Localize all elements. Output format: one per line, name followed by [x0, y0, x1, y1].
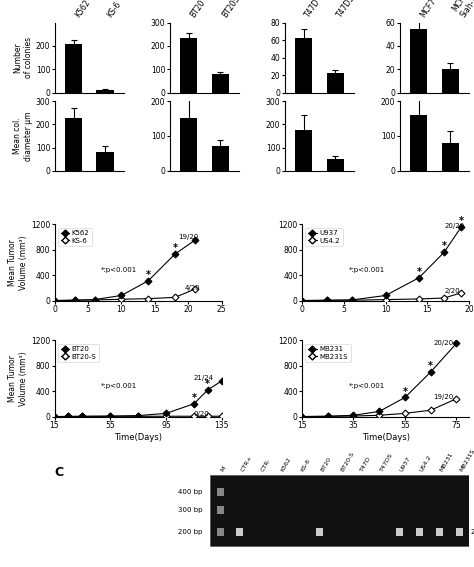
- Text: *: *: [417, 266, 421, 277]
- Text: K562: K562: [280, 456, 292, 472]
- Text: CTR-: CTR-: [260, 457, 272, 472]
- Y-axis label: Mean col.
diameter µm: Mean col. diameter µm: [13, 111, 33, 160]
- Text: T47D: T47D: [360, 455, 372, 472]
- Text: CTR+: CTR+: [240, 454, 253, 472]
- Text: *: *: [146, 270, 151, 280]
- Bar: [327, 159, 344, 171]
- Text: *:p<0.001: *:p<0.001: [101, 266, 137, 273]
- Text: 200 bp: 200 bp: [178, 530, 202, 535]
- Text: M: M: [220, 465, 227, 472]
- Bar: [180, 119, 197, 171]
- Bar: [97, 90, 114, 92]
- Text: 20/20: 20/20: [433, 340, 453, 346]
- Text: T47DS: T47DS: [380, 452, 394, 472]
- Bar: [442, 143, 459, 171]
- Bar: [65, 119, 82, 171]
- Text: MB231S: MB231S: [459, 448, 474, 472]
- Text: BT20-S: BT20-S: [340, 451, 355, 472]
- Text: *:p<0.001: *:p<0.001: [349, 383, 385, 388]
- Bar: [237, 528, 244, 536]
- Bar: [410, 28, 427, 92]
- Bar: [416, 528, 423, 536]
- Text: BT20: BT20: [189, 0, 207, 19]
- Text: T47D: T47D: [303, 0, 322, 19]
- Bar: [180, 38, 197, 92]
- Bar: [210, 476, 469, 546]
- Text: 19/20: 19/20: [178, 234, 199, 240]
- Bar: [295, 37, 312, 92]
- Bar: [295, 130, 312, 171]
- Text: 2/20: 2/20: [444, 288, 460, 294]
- Bar: [65, 44, 82, 92]
- Text: 21/24: 21/24: [194, 375, 214, 382]
- Bar: [217, 488, 224, 496]
- Text: US4.2: US4.2: [419, 454, 433, 472]
- Text: K562: K562: [73, 0, 92, 19]
- Bar: [211, 146, 229, 171]
- X-axis label: Time(Days): Time(Days): [114, 433, 162, 442]
- Text: *: *: [173, 243, 177, 253]
- Text: *: *: [442, 242, 447, 251]
- Bar: [97, 153, 114, 171]
- X-axis label: Time(Days): Time(Days): [362, 433, 410, 442]
- Legend: K562, KS-6: K562, KS-6: [58, 228, 92, 246]
- Text: *: *: [205, 379, 210, 389]
- Legend: MB231, MB231S: MB231, MB231S: [306, 344, 351, 362]
- Text: 19/20: 19/20: [433, 394, 454, 400]
- Text: U937: U937: [400, 455, 412, 472]
- Y-axis label: Number
of colonies: Number of colonies: [13, 37, 33, 78]
- Text: BT20S: BT20S: [220, 0, 241, 19]
- Y-axis label: Mean Tumor
Volume (mm³): Mean Tumor Volume (mm³): [8, 351, 28, 406]
- Bar: [327, 73, 344, 92]
- Text: KS-6: KS-6: [300, 458, 311, 472]
- Text: 254 bp: 254 bp: [471, 530, 474, 535]
- Text: MCF7: MCF7: [419, 0, 438, 19]
- Text: 400 bp: 400 bp: [178, 489, 202, 496]
- Legend: U937, US4.2: U937, US4.2: [306, 228, 343, 246]
- Text: MB231: MB231: [439, 451, 455, 472]
- Bar: [410, 115, 427, 171]
- Text: 0/20: 0/20: [194, 411, 210, 417]
- Text: BT20: BT20: [319, 456, 332, 472]
- Y-axis label: Mean Tumor
Volume (mm³): Mean Tumor Volume (mm³): [8, 235, 28, 290]
- Text: C: C: [55, 466, 64, 479]
- Text: *: *: [402, 387, 408, 396]
- Text: *:p<0.001: *:p<0.001: [101, 383, 137, 388]
- Bar: [316, 528, 323, 536]
- Bar: [396, 528, 403, 536]
- Bar: [217, 506, 224, 514]
- Text: *:p<0.001: *:p<0.001: [349, 266, 385, 273]
- Text: *: *: [428, 361, 433, 371]
- Text: 4/20: 4/20: [185, 285, 201, 291]
- Text: T47DS: T47DS: [335, 0, 357, 19]
- Bar: [442, 69, 459, 92]
- Bar: [456, 528, 463, 536]
- Legend: BT20, BT20-S: BT20, BT20-S: [58, 344, 100, 362]
- Bar: [217, 528, 224, 536]
- Text: 300 bp: 300 bp: [178, 507, 202, 513]
- Text: *: *: [458, 216, 464, 226]
- Text: *: *: [191, 393, 196, 403]
- Text: KS-6: KS-6: [105, 0, 123, 19]
- Text: 20/20: 20/20: [444, 223, 465, 229]
- Bar: [211, 74, 229, 92]
- Bar: [436, 528, 443, 536]
- Text: MCF7
Siah-1: MCF7 Siah-1: [450, 0, 474, 19]
